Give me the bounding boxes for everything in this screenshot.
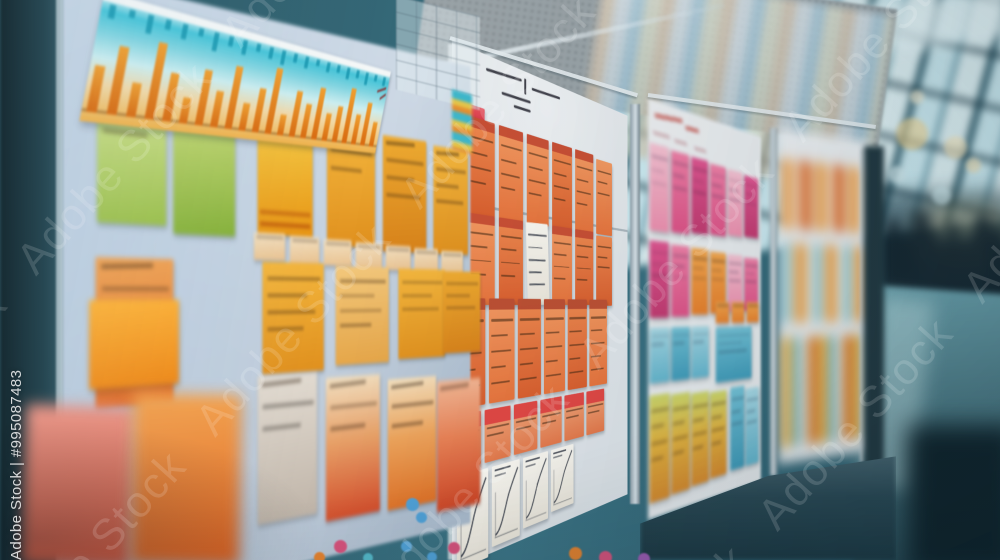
board-edge bbox=[630, 104, 640, 504]
person-head bbox=[912, 210, 929, 227]
watermark-id-text: Adobe Stock | #995087483 bbox=[8, 369, 25, 560]
board-edge bbox=[770, 128, 777, 476]
bokeh-light bbox=[944, 136, 967, 159]
person-head bbox=[886, 218, 901, 233]
dot-sticker bbox=[569, 547, 582, 560]
dot-sticker bbox=[448, 542, 460, 554]
dot-sticker bbox=[314, 552, 325, 560]
bokeh-light bbox=[932, 186, 951, 205]
dot-sticker bbox=[401, 541, 412, 552]
board-edge-highlight bbox=[860, 150, 864, 462]
person-body bbox=[992, 238, 1000, 333]
board-edge-shadow bbox=[864, 146, 884, 468]
person-head bbox=[946, 222, 960, 236]
pillar-edge-highlight bbox=[56, 0, 63, 560]
bokeh-light bbox=[966, 158, 981, 173]
dot-sticker bbox=[638, 553, 650, 560]
dot-sticker bbox=[599, 551, 612, 560]
bokeh-light bbox=[888, 166, 905, 183]
dot-sticker bbox=[363, 553, 373, 560]
dot-sticker bbox=[334, 540, 347, 553]
person-head bbox=[975, 214, 991, 230]
dot-sticker bbox=[427, 552, 437, 560]
dark-corner-shadow bbox=[908, 425, 1000, 560]
bokeh-light bbox=[910, 90, 924, 104]
bokeh-light bbox=[896, 118, 928, 150]
dot-sticker bbox=[406, 498, 419, 511]
dot-sticker bbox=[416, 512, 427, 523]
